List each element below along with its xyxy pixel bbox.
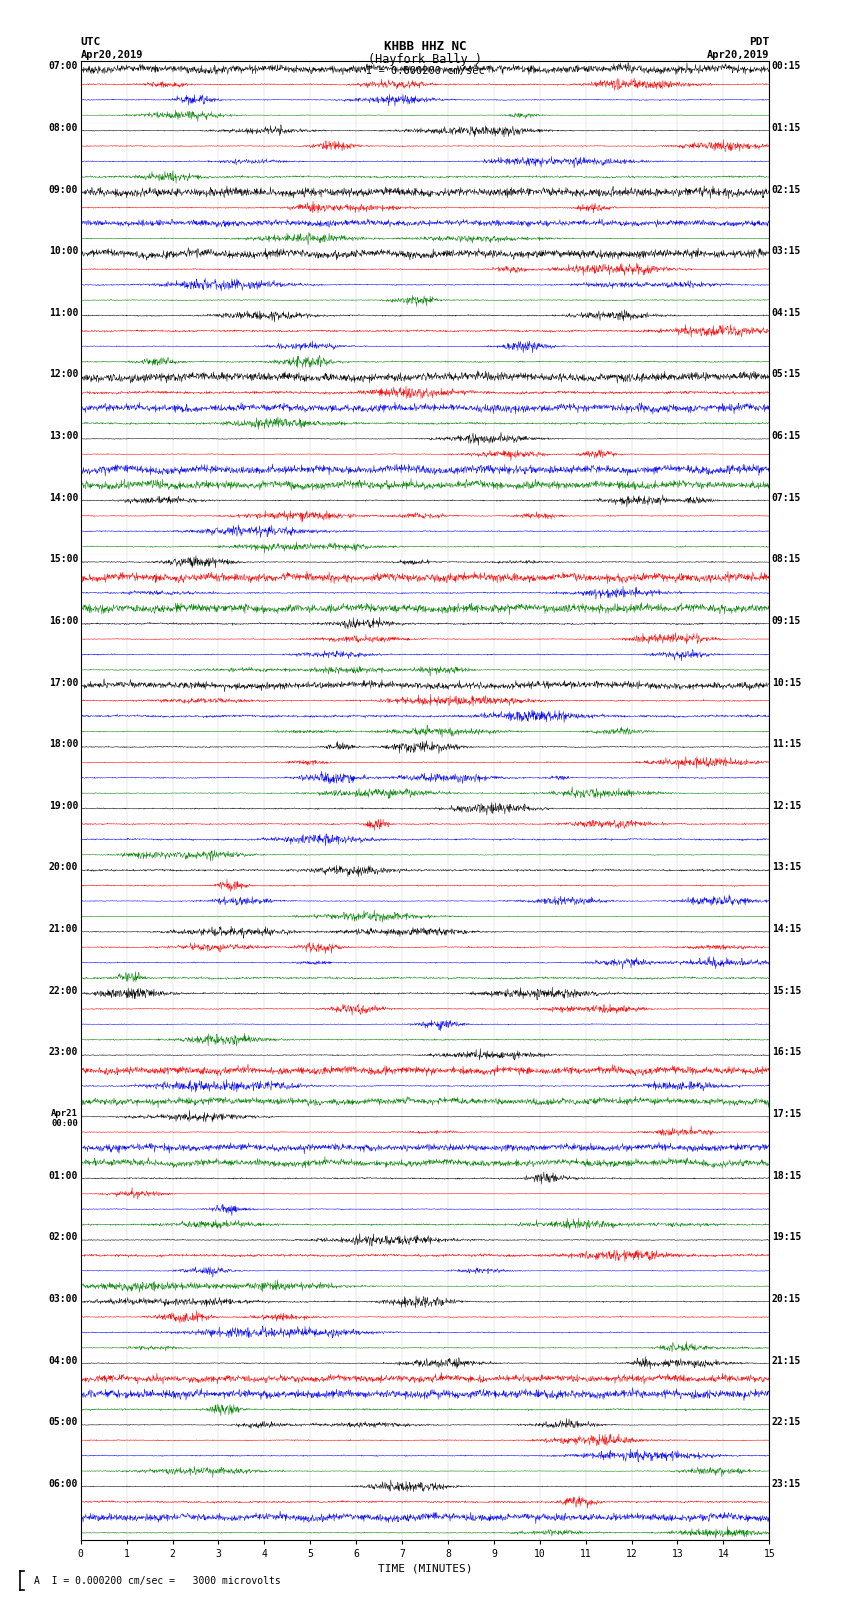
Text: 22:15: 22:15 <box>772 1418 802 1428</box>
Text: A  I = 0.000200 cm/sec =   3000 microvolts: A I = 0.000200 cm/sec = 3000 microvolts <box>34 1576 280 1586</box>
Text: 12:15: 12:15 <box>772 802 802 811</box>
Text: KHBB HHZ NC: KHBB HHZ NC <box>383 40 467 53</box>
Text: 11:00: 11:00 <box>48 308 78 318</box>
Text: 20:00: 20:00 <box>48 863 78 873</box>
X-axis label: TIME (MINUTES): TIME (MINUTES) <box>377 1563 473 1574</box>
Text: 14:15: 14:15 <box>772 924 802 934</box>
Text: 04:00: 04:00 <box>48 1355 78 1366</box>
Text: 10:15: 10:15 <box>772 677 802 687</box>
Text: 10:00: 10:00 <box>48 247 78 256</box>
Text: 01:15: 01:15 <box>772 123 802 132</box>
Text: 11:15: 11:15 <box>772 739 802 748</box>
Text: 12:00: 12:00 <box>48 369 78 379</box>
Text: 15:00: 15:00 <box>48 555 78 565</box>
Text: 18:00: 18:00 <box>48 739 78 748</box>
Text: 08:00: 08:00 <box>48 123 78 132</box>
Text: 05:15: 05:15 <box>772 369 802 379</box>
Text: 00:15: 00:15 <box>772 61 802 71</box>
Text: 21:00: 21:00 <box>48 924 78 934</box>
Text: 17:00: 17:00 <box>48 677 78 687</box>
Text: 23:00: 23:00 <box>48 1047 78 1058</box>
Text: 16:15: 16:15 <box>772 1047 802 1058</box>
Text: 23:15: 23:15 <box>772 1479 802 1489</box>
Text: 09:15: 09:15 <box>772 616 802 626</box>
Text: 03:00: 03:00 <box>48 1294 78 1303</box>
Text: 08:15: 08:15 <box>772 555 802 565</box>
Text: Apr21
00:00: Apr21 00:00 <box>51 1110 78 1129</box>
Text: 01:00: 01:00 <box>48 1171 78 1181</box>
Text: 16:00: 16:00 <box>48 616 78 626</box>
Text: (Hayfork Bally ): (Hayfork Bally ) <box>368 53 482 66</box>
Text: 13:15: 13:15 <box>772 863 802 873</box>
Text: 03:15: 03:15 <box>772 247 802 256</box>
Text: 02:00: 02:00 <box>48 1232 78 1242</box>
Text: Apr20,2019: Apr20,2019 <box>81 50 144 60</box>
Text: 21:15: 21:15 <box>772 1355 802 1366</box>
Text: 06:15: 06:15 <box>772 431 802 440</box>
Text: UTC: UTC <box>81 37 101 47</box>
Text: 18:15: 18:15 <box>772 1171 802 1181</box>
Text: 05:00: 05:00 <box>48 1418 78 1428</box>
Text: 04:15: 04:15 <box>772 308 802 318</box>
Text: 07:15: 07:15 <box>772 492 802 503</box>
Text: 02:15: 02:15 <box>772 184 802 195</box>
Text: Apr20,2019: Apr20,2019 <box>706 50 769 60</box>
Text: 09:00: 09:00 <box>48 184 78 195</box>
Text: 17:15: 17:15 <box>772 1110 802 1119</box>
Text: 14:00: 14:00 <box>48 492 78 503</box>
Text: 19:15: 19:15 <box>772 1232 802 1242</box>
Text: PDT: PDT <box>749 37 769 47</box>
Text: 20:15: 20:15 <box>772 1294 802 1303</box>
Text: 13:00: 13:00 <box>48 431 78 440</box>
Text: 19:00: 19:00 <box>48 802 78 811</box>
Text: 06:00: 06:00 <box>48 1479 78 1489</box>
Text: 22:00: 22:00 <box>48 986 78 995</box>
Text: 15:15: 15:15 <box>772 986 802 995</box>
Text: 07:00: 07:00 <box>48 61 78 71</box>
Text: I = 0.000200 cm/sec: I = 0.000200 cm/sec <box>366 66 484 76</box>
